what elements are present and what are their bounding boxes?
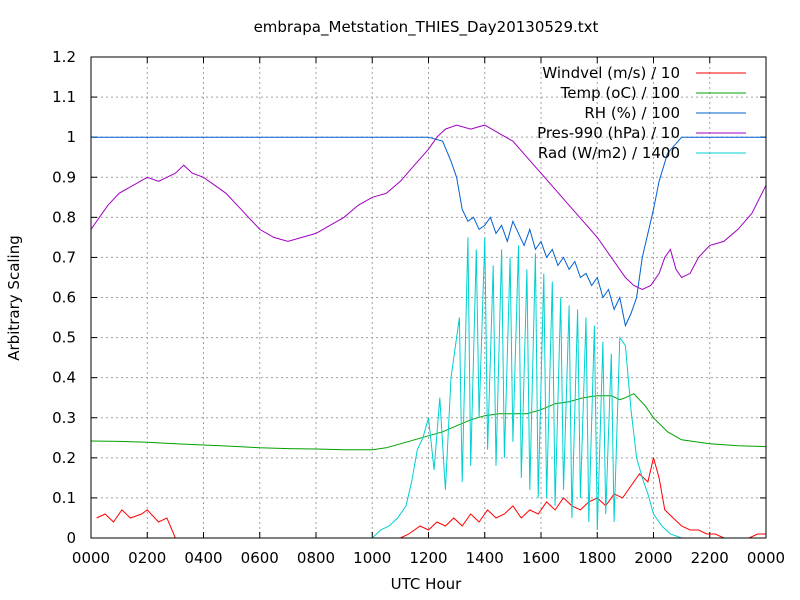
series-line-3 bbox=[90, 124, 767, 291]
series-line-1 bbox=[90, 393, 767, 451]
y-axis-label: Arbitrary Scaling bbox=[5, 235, 23, 361]
x-tick-label: 2200 bbox=[691, 549, 729, 567]
y-tick-label: 0.6 bbox=[52, 289, 76, 307]
y-tick-label: 0.4 bbox=[52, 369, 76, 387]
x-tick-label: 1200 bbox=[409, 549, 447, 567]
x-tick-label: 0600 bbox=[241, 549, 279, 567]
legend-label-0: Windvel (m/s) / 10 bbox=[542, 64, 680, 82]
y-tick-label: 0.2 bbox=[52, 449, 76, 467]
y-tick-label: 0.9 bbox=[52, 168, 76, 186]
legend: Windvel (m/s) / 10 Temp (oC) / 100 RH (%) … bbox=[537, 64, 746, 162]
y-tick-label: 1.2 bbox=[52, 48, 76, 66]
y-tick-label: 0.5 bbox=[52, 329, 76, 347]
y-tick-label: 0.7 bbox=[52, 248, 76, 266]
legend-label-2: RH (%) / 100 bbox=[584, 104, 680, 122]
x-tick-label: 0400 bbox=[184, 549, 222, 567]
legend-label-1: Temp (oC) / 100 bbox=[560, 84, 680, 102]
x-tick-label: 0000 bbox=[72, 549, 110, 567]
series-line-2 bbox=[91, 136, 766, 328]
plot-frame bbox=[90, 56, 767, 539]
x-tick-label: 1400 bbox=[466, 549, 504, 567]
x-tick-label: 1600 bbox=[522, 549, 560, 567]
y-tick-label: 1 bbox=[66, 128, 76, 146]
x-tick-label: 2000 bbox=[634, 549, 672, 567]
x-axis: 0000 0200 0400 0600 0800 1000 1200 1400 1600 1800… bbox=[72, 57, 785, 567]
x-tick-label: 1000 bbox=[353, 549, 391, 567]
series-line-4 bbox=[91, 237, 766, 539]
x-tick-label: 0200 bbox=[128, 549, 166, 567]
x-axis-label: UTC Hour bbox=[391, 575, 462, 593]
y-axis: 0 0.1 0.2 0.3 0.4 0.5 0.6 0.7 0.8 0.9 1 1.1 1.2 bbox=[52, 48, 766, 547]
y-tick-label: 0 bbox=[66, 529, 76, 547]
x-tick-label: 0800 bbox=[297, 549, 335, 567]
y-tick-label: 1.1 bbox=[52, 88, 76, 106]
chart-title: embrapa_Metstation_THIES_Day20130529.txt bbox=[254, 18, 599, 37]
x-tick-label: 1800 bbox=[578, 549, 616, 567]
legend-label-3: Pres-990 (hPa) / 10 bbox=[537, 124, 680, 142]
y-tick-label: 0.8 bbox=[52, 208, 76, 226]
legend-label-4: Rad (W/m2) / 1400 bbox=[538, 144, 680, 162]
y-tick-label: 0.3 bbox=[52, 409, 76, 427]
y-tick-label: 0.1 bbox=[52, 489, 76, 507]
x-tick-label: 0000 bbox=[747, 549, 785, 567]
